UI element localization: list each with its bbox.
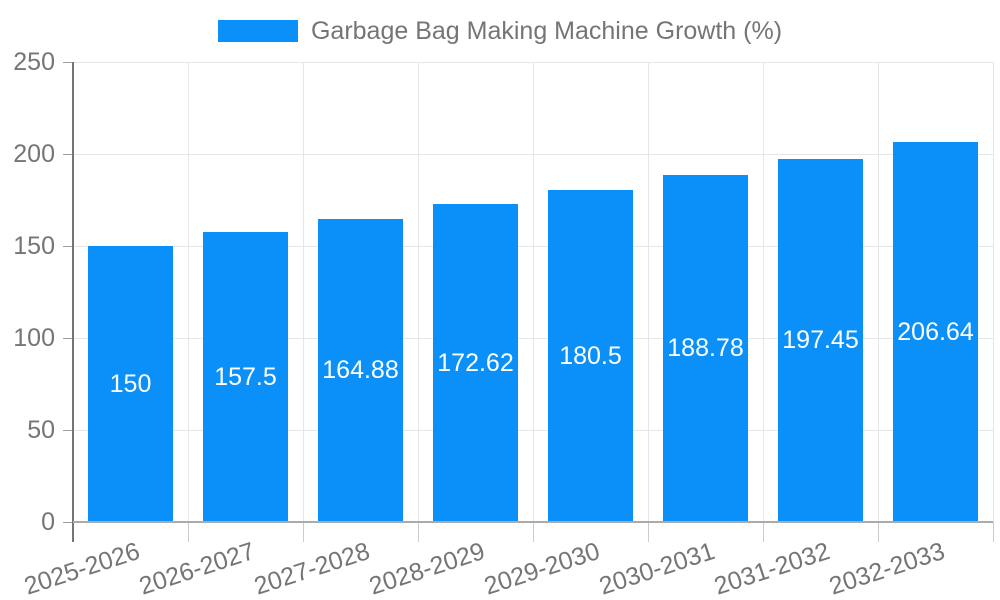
x-axis-tick	[647, 522, 649, 542]
legend-swatch	[217, 20, 298, 42]
y-axis-tick-label: 250	[13, 48, 55, 76]
x-axis-baseline	[73, 521, 993, 523]
y-axis-line	[72, 62, 74, 542]
gridline-vertical	[992, 62, 994, 522]
bar-value-label: 188.78	[667, 334, 744, 363]
gridline-vertical	[877, 62, 879, 522]
x-axis-tick-label: 2030-2031	[595, 537, 719, 600]
y-axis-tick-label: 200	[13, 140, 55, 168]
x-axis-tick-label: 2027-2028	[250, 537, 374, 600]
legend-label: Garbage Bag Making Machine Growth (%)	[310, 16, 783, 45]
legend[interactable]: Garbage Bag Making Machine Growth (%)	[217, 16, 783, 45]
gridline-vertical	[762, 62, 764, 522]
y-axis-tick-label: 100	[13, 324, 55, 352]
x-axis-tick-label: 2025-2026	[20, 537, 144, 600]
y-axis-tick	[63, 61, 73, 63]
y-axis-tick-label: 50	[27, 416, 55, 444]
y-axis-tick	[63, 337, 73, 339]
bar[interactable]	[203, 232, 288, 522]
bar[interactable]	[893, 141, 978, 522]
gridline-vertical	[302, 62, 304, 522]
x-axis-tick	[302, 522, 304, 542]
y-axis-tick-label: 0	[41, 508, 55, 536]
bar[interactable]	[88, 246, 173, 522]
bar-value-label: 157.5	[214, 363, 277, 392]
gridline-vertical	[532, 62, 534, 522]
x-axis-tick	[532, 522, 534, 542]
bar[interactable]	[663, 174, 748, 522]
x-axis-tick-label: 2026-2027	[135, 537, 259, 600]
bar[interactable]	[433, 204, 518, 522]
y-axis-tick	[63, 429, 73, 431]
x-axis-tick	[417, 522, 419, 542]
x-axis-tick-label: 2029-2030	[480, 537, 604, 600]
x-axis-tick	[762, 522, 764, 542]
x-axis-tick	[992, 522, 994, 542]
bar-value-label: 206.64	[897, 317, 974, 346]
gridline-vertical	[647, 62, 649, 522]
x-axis-tick-label: 2031-2032	[710, 537, 834, 600]
gridline-vertical	[417, 62, 419, 522]
x-axis-tick	[187, 522, 189, 542]
x-axis-tick	[877, 522, 879, 542]
gridline-vertical	[187, 62, 189, 522]
bar[interactable]	[548, 189, 633, 522]
x-axis-tick-label: 2032-2033	[825, 537, 949, 600]
y-axis-tick-label: 150	[13, 232, 55, 260]
bar-value-label: 172.62	[437, 349, 514, 378]
x-axis-tick-label: 2028-2029	[365, 537, 489, 600]
bar[interactable]	[318, 218, 403, 522]
bar-value-label: 180.5	[559, 341, 622, 370]
bar[interactable]	[778, 158, 863, 522]
y-axis-tick	[63, 153, 73, 155]
bar-value-label: 164.88	[322, 356, 399, 385]
bar-value-label: 197.45	[782, 326, 859, 355]
y-axis-tick	[63, 521, 73, 523]
bar-value-label: 150	[109, 370, 152, 398]
y-axis-tick	[63, 245, 73, 247]
